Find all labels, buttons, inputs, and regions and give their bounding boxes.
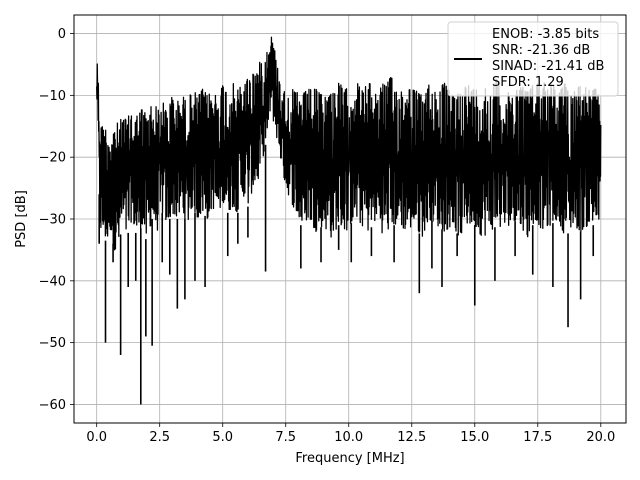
y-tick-label: −50 [39,336,66,351]
x-tick-label: 0.0 [86,430,107,445]
y-tick-label: −40 [39,274,66,289]
legend-enob: ENOB: -3.85 bits [492,27,599,42]
y-tick-label: −60 [39,398,66,413]
legend-sfdr: SFDR: 1.29 [492,75,564,90]
y-tick-label: −30 [39,213,66,228]
legend-box [447,21,619,97]
psd-series [96,36,602,405]
axis-ticks: 0.0 2.5 5.0 7.5 10.0 12.5 15.0 17.5 20.0 0 −10 −20 −… [39,27,616,445]
x-tick-label: 12.5 [397,430,426,445]
y-tick-label: −10 [39,89,66,104]
x-tick-label: 17.5 [523,430,552,445]
y-axis-label: PSD [dB] [14,190,29,248]
x-axis-label: Frequency [MHz] [295,451,404,466]
x-tick-label: 7.5 [275,430,296,445]
x-tick-label: 5.0 [212,430,233,445]
x-tick-label: 10.0 [334,430,363,445]
legend: ENOB: -3.85 bits SNR: -21.36 dB SINAD: -… [447,21,619,97]
legend-sinad: SINAD: -21.41 dB [492,59,604,74]
legend-snr: SNR: -21.36 dB [492,43,590,58]
x-tick-label: 15.0 [460,430,489,445]
x-tick-label: 2.5 [149,430,170,445]
x-tick-label: 20.0 [586,430,615,445]
y-tick-label: −20 [39,151,66,166]
y-tick-label: 0 [58,27,66,42]
